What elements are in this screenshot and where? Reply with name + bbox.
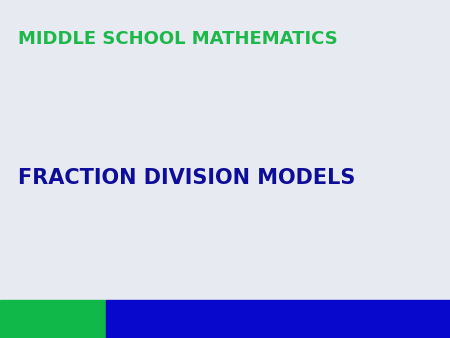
Bar — [0, 300, 106, 338]
Text: MIDDLE SCHOOL MATHEMATICS: MIDDLE SCHOOL MATHEMATICS — [18, 30, 338, 48]
Text: FRACTION DIVISION MODELS: FRACTION DIVISION MODELS — [18, 168, 356, 188]
Bar — [106, 300, 450, 338]
